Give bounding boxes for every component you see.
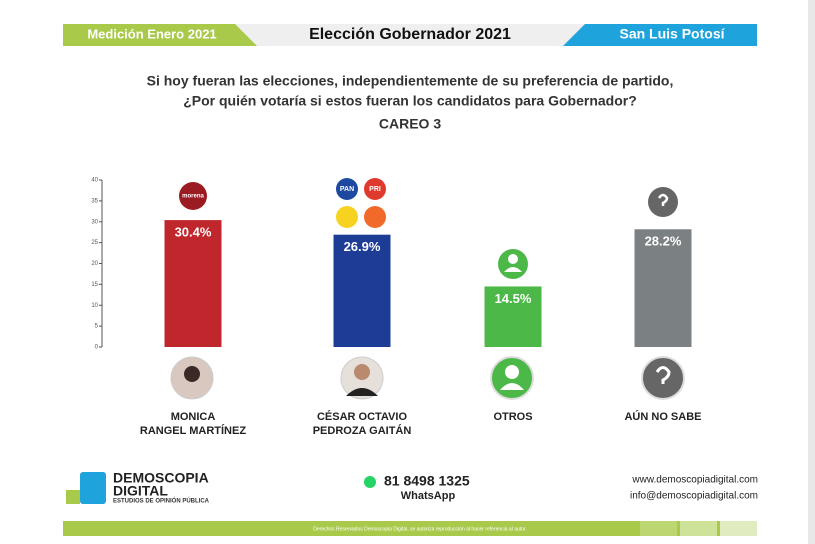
phone: 81 8498 1325 — [384, 473, 470, 489]
question-line: Si hoy fueran las elecciones, independie… — [147, 73, 674, 89]
y-tick-label: 25 — [91, 240, 98, 246]
photo-detail — [346, 388, 378, 396]
page-edge — [808, 0, 815, 544]
bar — [634, 229, 692, 347]
brand-logo — [66, 490, 80, 504]
footer-band-tab — [720, 521, 757, 536]
chart-title: CAREO 3 — [379, 116, 441, 132]
footer-band-tab — [640, 521, 677, 536]
category-label: OTROS — [493, 411, 532, 423]
category-label: MONICA — [171, 411, 216, 423]
photo-detail — [184, 366, 200, 382]
value-label: 30.4% — [175, 225, 212, 240]
logo-text: PAN — [340, 186, 354, 193]
value-label: 14.5% — [495, 291, 532, 306]
website: www.demoscopiadigital.com — [631, 475, 758, 486]
bar — [484, 286, 542, 347]
icon — [641, 356, 685, 400]
icon-mark — [657, 193, 669, 206]
tagline: ESTUDIOS DE OPINIÓN PÚBLICA — [113, 497, 210, 505]
party-logo — [364, 206, 386, 228]
y-tick-label: 40 — [91, 178, 98, 184]
y-tick-label: 0 — [95, 345, 99, 351]
brand: DEMOSCOPIA — [113, 470, 209, 486]
bar — [333, 234, 391, 347]
footer-band-tab — [680, 521, 717, 536]
brand-logo — [80, 472, 106, 504]
whatsapp-label: WhatsApp — [401, 490, 456, 502]
brand: DIGITAL — [113, 483, 168, 499]
party-logo — [364, 178, 386, 200]
category-label: RANGEL MARTÍNEZ — [140, 424, 246, 437]
party-logo — [179, 182, 207, 210]
header-left: Medición Enero 2021 — [87, 26, 216, 41]
header-right: San Luis Potosí — [619, 26, 725, 42]
bar — [164, 220, 222, 347]
icon-body — [504, 267, 522, 272]
y-tick-label: 5 — [95, 324, 99, 330]
category-label: CÉSAR OCTAVIO — [317, 410, 407, 423]
icon-mark — [655, 366, 671, 384]
y-tick-label: 20 — [91, 261, 98, 267]
y-tick-label: 35 — [91, 198, 98, 204]
footer-band — [63, 521, 757, 536]
whatsapp-icon — [364, 476, 376, 488]
header-left-band — [63, 24, 257, 46]
icon-head — [505, 365, 519, 379]
email: info@demoscopiadigital.com — [630, 491, 758, 502]
value-label: 26.9% — [344, 239, 381, 254]
logo-text: PRI — [369, 186, 381, 193]
icon-body — [500, 383, 524, 390]
icon-head — [508, 254, 518, 264]
header-center-band — [230, 24, 590, 46]
party-logo — [336, 206, 358, 228]
photo-detail — [354, 364, 370, 380]
party-logo — [336, 178, 358, 200]
header-right-band — [563, 24, 757, 46]
y-tick-label: 15 — [91, 282, 98, 288]
value-label: 28.2% — [645, 234, 682, 249]
header-center: Elección Gobernador 2021 — [309, 26, 511, 43]
question-line: ¿Por quién votaría si estos fueran los c… — [183, 93, 637, 109]
category-label: PEDROZA GAITÁN — [313, 424, 412, 437]
y-tick-label: 30 — [91, 219, 98, 225]
logo-text: morena — [182, 194, 204, 200]
category-label: AÚN NO SABE — [624, 410, 701, 423]
rights: Derechos Reservados Demoscopia Digital, … — [313, 526, 526, 532]
y-tick-label: 10 — [91, 303, 98, 309]
